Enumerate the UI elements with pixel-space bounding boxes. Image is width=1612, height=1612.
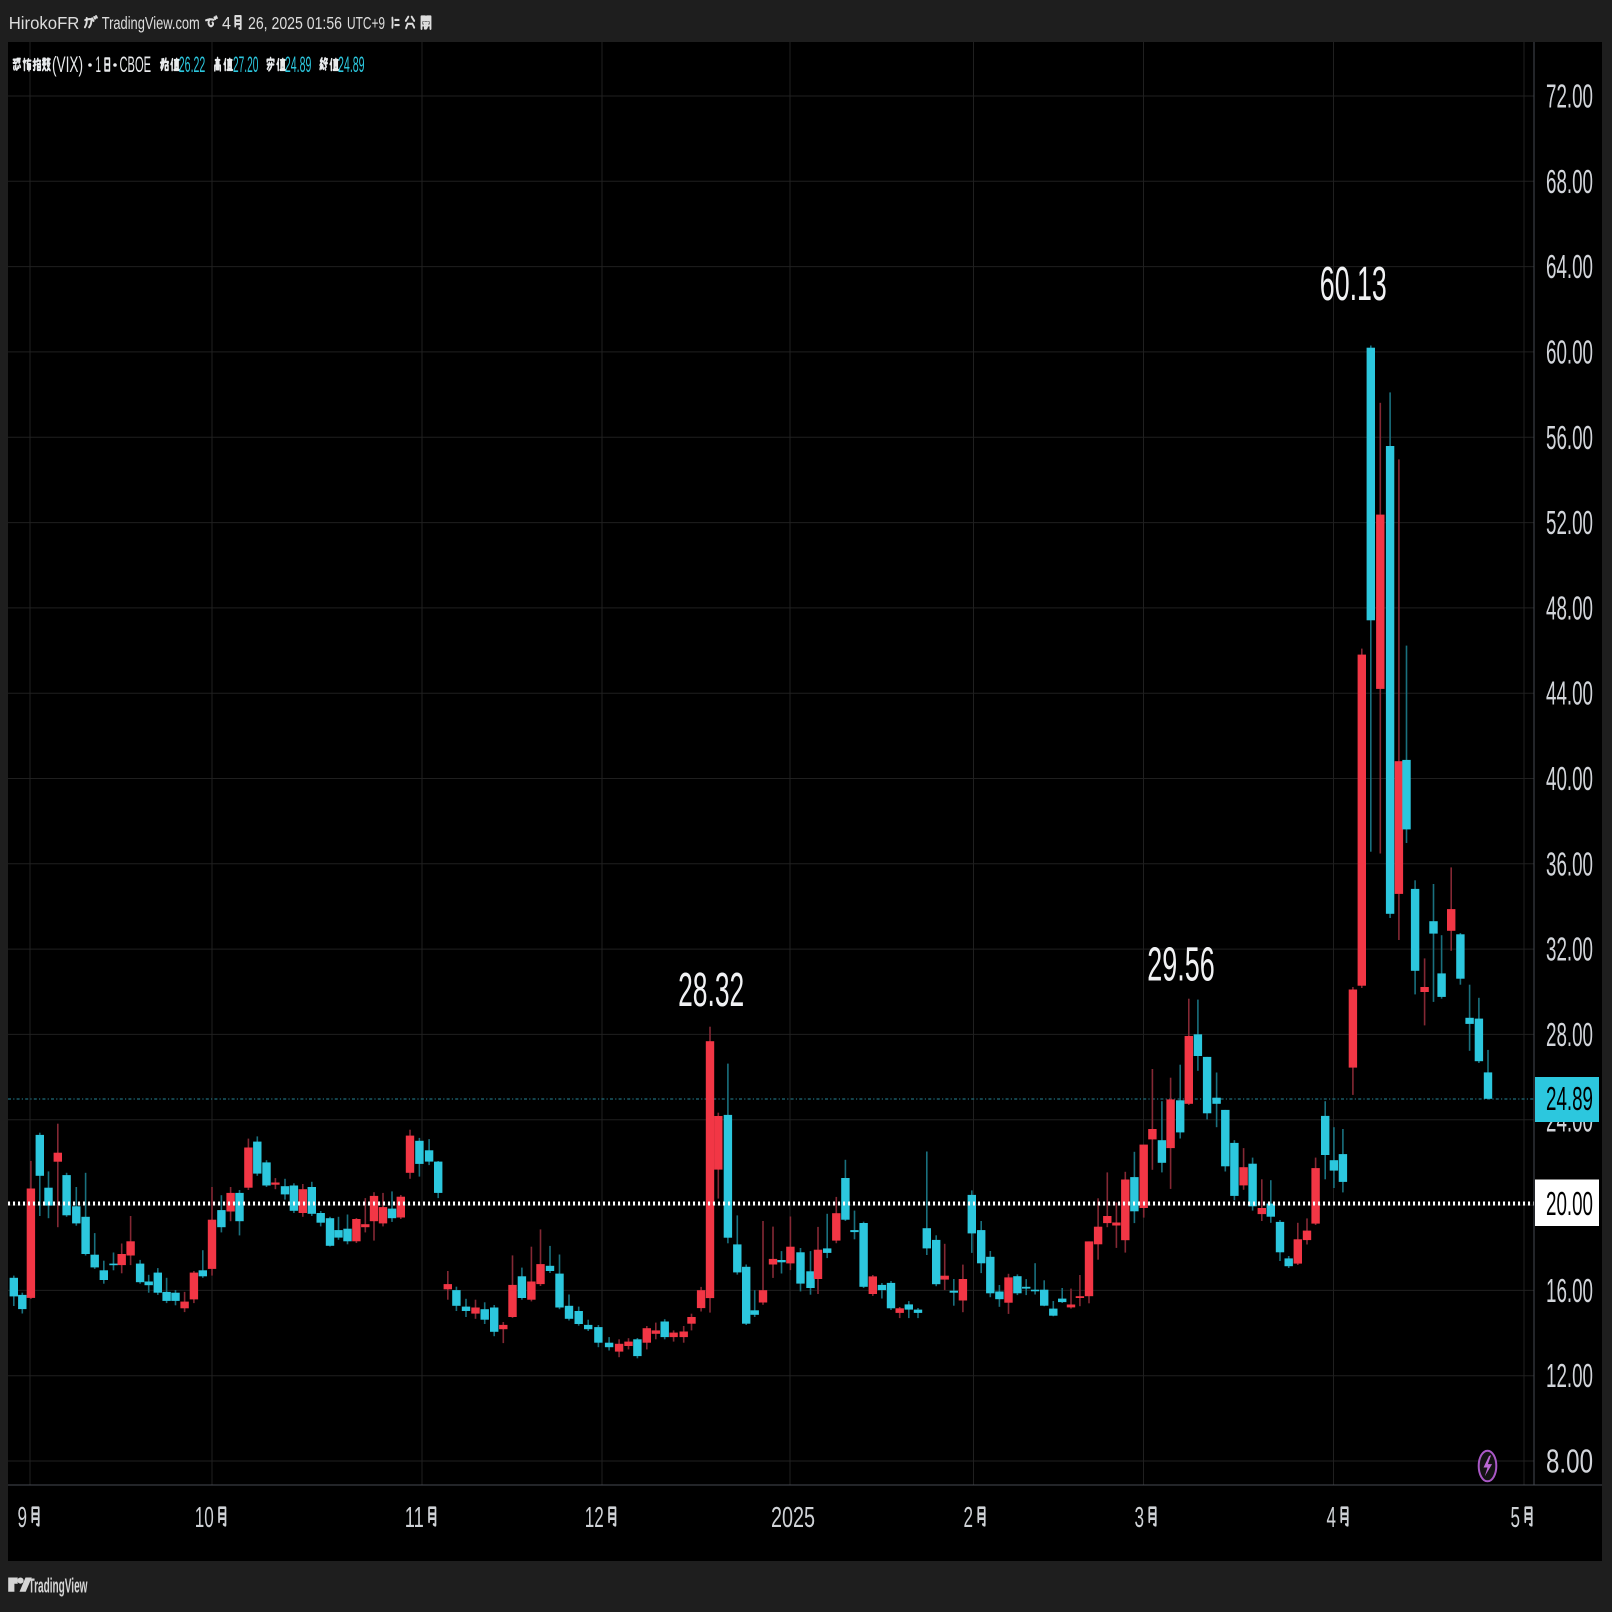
svg-text:36.00: 36.00 <box>1546 845 1593 882</box>
svg-text:UTC+9: UTC+9 <box>347 13 385 33</box>
svg-text:5: 5 <box>1511 1502 1521 1534</box>
svg-text:CBOE: CBOE <box>120 52 152 77</box>
svg-text:TradingView.com: TradingView.com <box>102 13 200 33</box>
svg-text:28.00: 28.00 <box>1546 1016 1593 1053</box>
svg-text:26, 2025 01:56: 26, 2025 01:56 <box>248 13 342 33</box>
svg-text:3: 3 <box>1135 1502 1145 1534</box>
svg-text:28.32: 28.32 <box>678 964 744 1017</box>
svg-text:11: 11 <box>405 1502 424 1534</box>
svg-text:64.00: 64.00 <box>1546 248 1593 285</box>
svg-text:(VIX): (VIX) <box>52 52 83 77</box>
svg-text:29.56: 29.56 <box>1147 939 1215 992</box>
svg-text:TradingView: TradingView <box>29 1576 88 1598</box>
svg-text:60.13: 60.13 <box>1320 258 1387 311</box>
svg-text:2025: 2025 <box>771 1502 815 1534</box>
svg-text:9: 9 <box>18 1502 28 1534</box>
svg-text:10: 10 <box>195 1502 214 1534</box>
svg-text:68.00: 68.00 <box>1546 163 1593 200</box>
svg-text:72.00: 72.00 <box>1546 78 1593 115</box>
svg-text:44.00: 44.00 <box>1546 675 1593 712</box>
svg-text:4: 4 <box>222 13 231 33</box>
svg-text:20.00: 20.00 <box>1546 1185 1593 1222</box>
svg-text:56.00: 56.00 <box>1546 419 1593 456</box>
svg-text:12: 12 <box>585 1502 604 1534</box>
svg-text:HirokoFR: HirokoFR <box>9 13 80 33</box>
svg-text:40.00: 40.00 <box>1546 760 1593 797</box>
svg-text:60.00: 60.00 <box>1546 333 1593 370</box>
svg-text:2: 2 <box>964 1502 974 1534</box>
svg-text:27.20: 27.20 <box>233 52 258 77</box>
svg-text:12.00: 12.00 <box>1546 1357 1593 1394</box>
svg-text:32.00: 32.00 <box>1546 931 1593 968</box>
svg-text:24.89: 24.89 <box>285 52 312 77</box>
svg-text:1: 1 <box>96 52 102 77</box>
svg-text:16.00: 16.00 <box>1546 1272 1593 1309</box>
svg-text:8.00: 8.00 <box>1546 1443 1593 1480</box>
svg-text:26.22: 26.22 <box>179 52 206 77</box>
svg-text:24.89: 24.89 <box>1546 1080 1593 1117</box>
svg-text:48.00: 48.00 <box>1546 589 1593 626</box>
svg-text:52.00: 52.00 <box>1546 504 1593 541</box>
svg-text:4: 4 <box>1327 1502 1337 1534</box>
svg-text:24.89: 24.89 <box>338 52 365 77</box>
